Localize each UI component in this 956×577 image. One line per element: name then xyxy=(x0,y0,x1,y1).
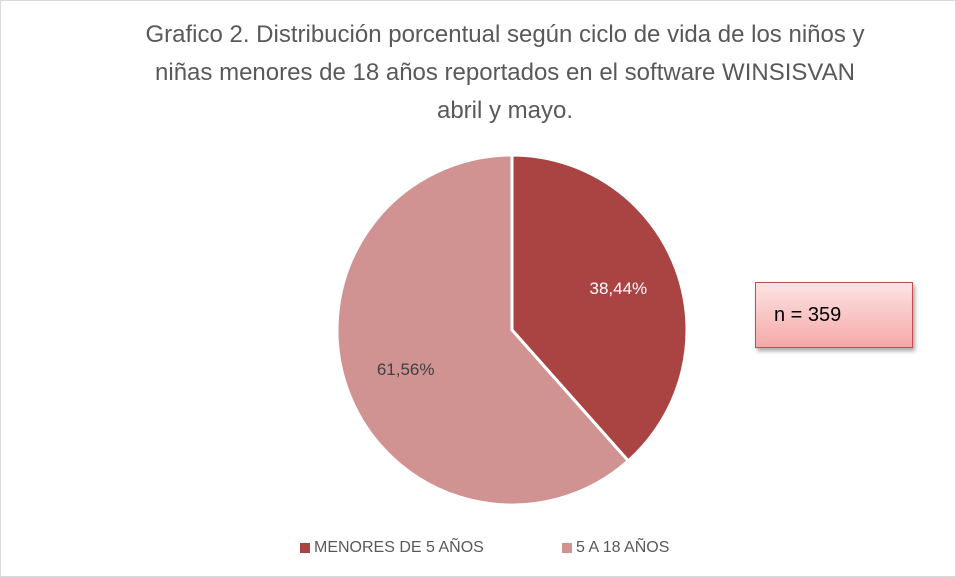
annotation-box: n = 359 xyxy=(755,282,913,348)
data-label: 38,44% xyxy=(589,279,647,298)
pie-slice xyxy=(510,153,689,463)
legend-swatch xyxy=(562,543,572,553)
legend-label: 5 A 18 AÑOS xyxy=(576,536,669,556)
legend-label: MENORES DE 5 AÑOS xyxy=(314,536,484,556)
pie-slice xyxy=(335,153,631,507)
legend-swatch xyxy=(300,543,310,553)
data-label: 61,56% xyxy=(377,360,435,379)
chart-title: Grafico 2. Distribución porcentual según… xyxy=(145,21,865,124)
